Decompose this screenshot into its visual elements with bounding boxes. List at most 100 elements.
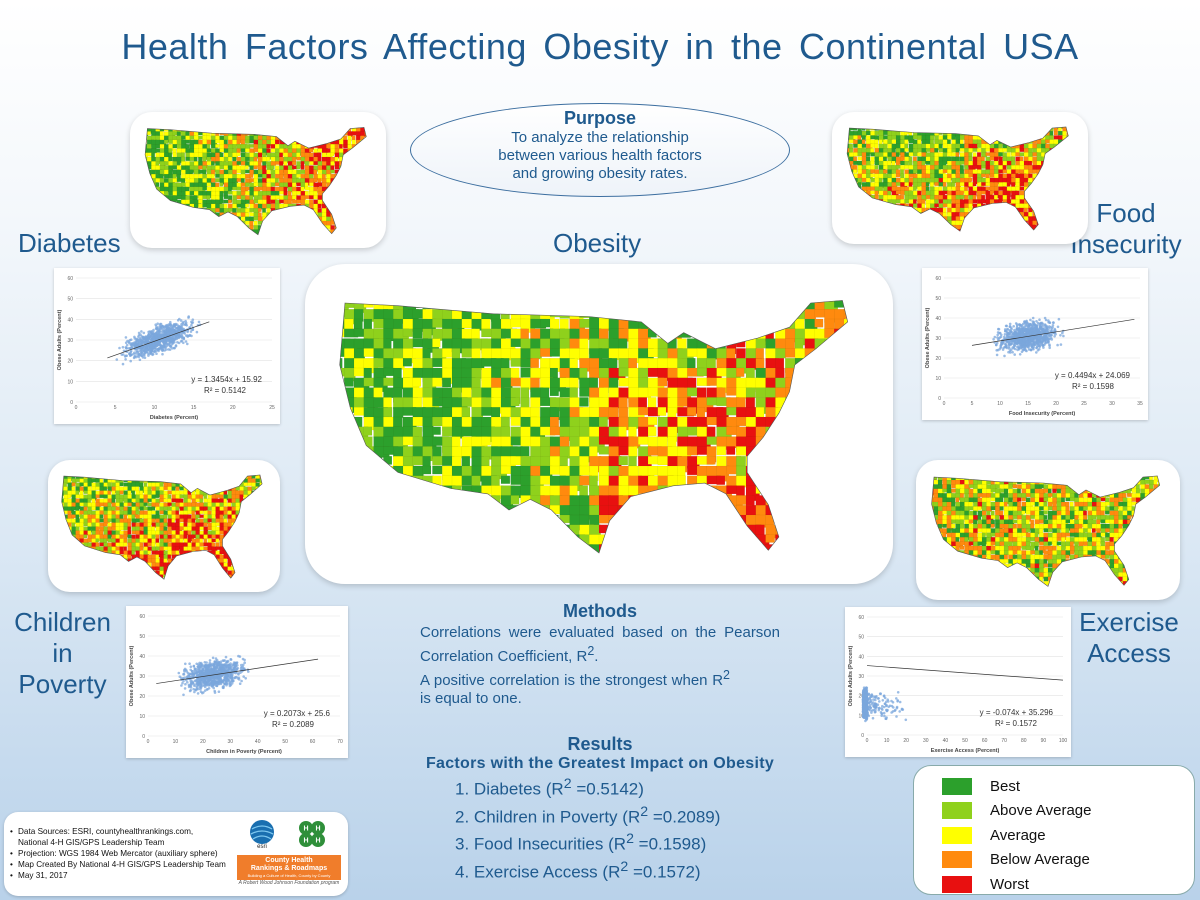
data-point xyxy=(193,669,196,673)
data-point xyxy=(238,682,242,685)
county-fill-group xyxy=(847,127,1069,232)
data-point xyxy=(873,710,877,714)
children-label-line-1: Children xyxy=(14,607,111,637)
exercise-access-label: Exercise Access xyxy=(1073,607,1185,669)
data-point xyxy=(225,674,228,678)
purpose-line-2: between various health factors xyxy=(498,147,702,164)
data-point xyxy=(1018,327,1021,330)
data-point xyxy=(182,337,186,340)
data-point xyxy=(165,326,168,329)
data-point xyxy=(145,346,148,349)
data-point xyxy=(160,347,163,350)
county-fill-group xyxy=(61,475,263,580)
data-point xyxy=(181,681,184,685)
y-tick-label: 0 xyxy=(938,396,941,402)
data-point xyxy=(161,339,164,343)
y-axis-label: Obese Adults (Percent) xyxy=(848,646,854,707)
data-point xyxy=(180,684,183,687)
x-axis-label: Food Insecurity (Percent) xyxy=(1009,411,1075,417)
data-point xyxy=(1010,339,1014,343)
data-point xyxy=(203,689,207,692)
data-point xyxy=(1009,336,1013,339)
data-point xyxy=(1017,345,1020,348)
data-point xyxy=(169,337,173,340)
data-point xyxy=(168,327,171,331)
data-point xyxy=(1040,342,1044,346)
legend-item-below-average: Below Average xyxy=(942,848,1194,873)
obesity-map xyxy=(305,264,893,584)
data-point xyxy=(205,669,208,672)
data-point xyxy=(184,668,188,672)
4h-clover-logo: H H H H xyxy=(299,821,325,847)
y-tick-label: 20 xyxy=(858,694,864,700)
result-item: 3. Food Insecurities (R2 =0.1598) xyxy=(455,828,820,856)
data-point xyxy=(198,678,202,681)
data-point xyxy=(1051,324,1055,327)
y-tick-label: 60 xyxy=(858,615,864,621)
x-tick-label: 30 xyxy=(1109,401,1115,407)
data-sources-box: Data Sources: ESRI, countyhealthrankings… xyxy=(4,812,348,896)
data-point xyxy=(1032,324,1036,327)
data-point xyxy=(158,336,162,339)
data-point xyxy=(890,711,893,714)
y-axis-label: Obese Adults (Percent) xyxy=(129,646,135,707)
data-point xyxy=(191,328,195,331)
data-point xyxy=(139,347,142,351)
data-point xyxy=(197,663,200,666)
children-poverty-label: Children in Poverty xyxy=(10,607,115,700)
data-point xyxy=(189,688,192,692)
data-point xyxy=(1020,345,1024,349)
data-point xyxy=(865,687,868,690)
data-point xyxy=(1026,329,1030,333)
data-point xyxy=(137,331,141,335)
data-point xyxy=(1047,340,1050,344)
data-point xyxy=(243,661,246,664)
x-tick-label: 60 xyxy=(310,739,316,745)
data-point xyxy=(203,661,207,664)
data-point xyxy=(149,345,152,349)
data-point xyxy=(881,699,885,702)
data-point xyxy=(872,695,876,698)
data-point xyxy=(1048,343,1051,346)
data-point xyxy=(205,683,208,686)
result-sup: 2 xyxy=(620,858,629,875)
data-point xyxy=(198,674,201,677)
data-point xyxy=(1031,343,1034,347)
data-point xyxy=(1007,345,1011,349)
data-point xyxy=(1022,328,1025,331)
county-fill-group xyxy=(931,475,1160,587)
data-point xyxy=(186,342,189,346)
data-point xyxy=(220,679,224,682)
data-point xyxy=(995,353,999,357)
data-point xyxy=(156,322,159,325)
exercise-access-scatter-plot: 0 10 20 30 40 50 60 0 10 20 30 40 50 60 70 80 90 100 y = -… xyxy=(845,607,1071,757)
legend-item-average: Average xyxy=(942,823,1194,848)
data-point xyxy=(1008,325,1012,328)
data-point xyxy=(885,700,888,704)
data-point xyxy=(1038,334,1042,338)
scatter-points xyxy=(861,686,908,723)
data-point xyxy=(1017,323,1021,326)
data-point xyxy=(1048,334,1051,337)
data-point xyxy=(177,336,181,339)
x-tick-label: 5 xyxy=(971,401,974,407)
data-point xyxy=(1059,334,1062,337)
data-point xyxy=(196,678,199,682)
trend-line xyxy=(107,321,210,359)
chr-logo-line: Rankings & Roadmaps xyxy=(250,865,328,872)
data-point xyxy=(996,333,999,337)
data-point xyxy=(1053,335,1056,338)
data-point xyxy=(882,711,886,715)
data-point xyxy=(190,334,193,338)
data-point xyxy=(863,709,866,712)
data-point xyxy=(904,718,908,722)
methods-sup-1: 2 xyxy=(587,644,595,658)
data-point xyxy=(182,679,185,683)
data-point xyxy=(172,331,175,334)
source-line: Map Created By National 4-H GIS/GPS Lead… xyxy=(10,859,234,870)
data-point xyxy=(1043,339,1046,343)
data-point xyxy=(214,657,218,660)
data-point xyxy=(1044,341,1048,344)
data-point xyxy=(221,673,225,677)
y-tick-label: 50 xyxy=(858,635,864,641)
